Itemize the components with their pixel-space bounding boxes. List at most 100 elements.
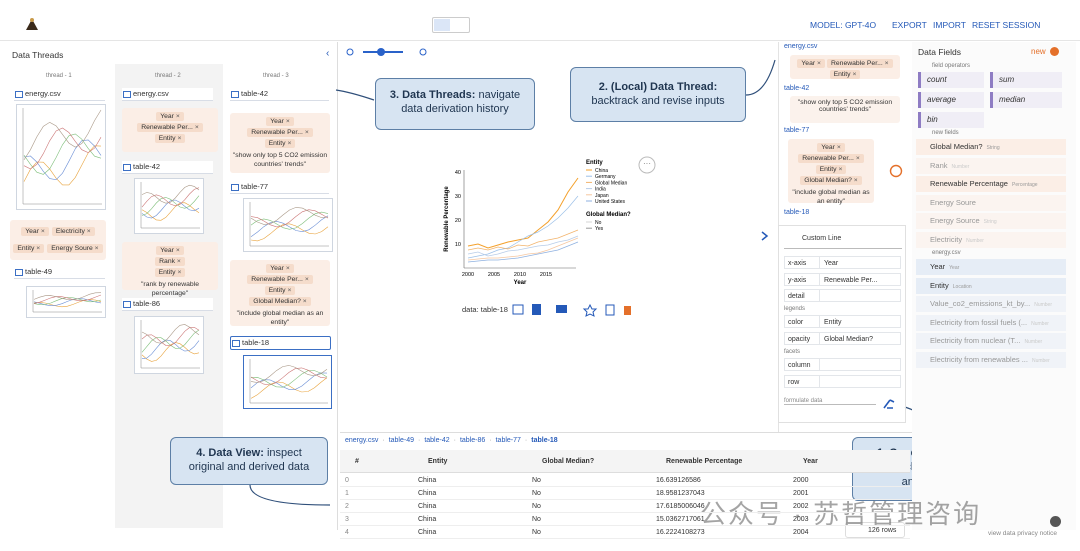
encoding-slot: Renewable Per... <box>819 272 901 286</box>
model-button[interactable]: MODEL: GPT-4O <box>810 20 877 30</box>
data-field[interactable]: Energy Soure <box>916 194 1066 211</box>
table-cell: No <box>532 490 541 497</box>
reset-button[interactable]: RESET SESSION <box>972 20 1041 30</box>
field-chip: Energy Soure <box>47 244 103 253</box>
import-button[interactable]: IMPORT <box>933 20 966 30</box>
collapse-button[interactable]: ‹ <box>326 48 330 59</box>
table-node: table-42 <box>122 161 213 174</box>
field-operator[interactable]: median <box>990 92 1062 108</box>
data-field[interactable]: Renewable Percentage Percentage <box>916 176 1066 192</box>
thumbnail-line <box>250 365 328 383</box>
expand-arrow[interactable] <box>760 230 770 242</box>
thumbnail-chart <box>22 108 102 205</box>
thumbnail-line <box>23 133 102 175</box>
table-cell: 17.6185006046 <box>656 503 705 510</box>
breadcrumb-item[interactable]: table-42 <box>424 437 450 444</box>
legend-entry: Germany <box>595 174 616 180</box>
field-chip: Year <box>797 59 825 68</box>
table-cell: No <box>532 516 541 523</box>
breadcrumb-item[interactable]: table-49 <box>388 437 414 444</box>
breadcrumb-item[interactable]: table-77 <box>495 437 521 444</box>
top-bar <box>0 10 1080 41</box>
data-field[interactable]: Rank Number <box>916 157 1066 174</box>
callout-heading: 4. Data View: <box>196 447 264 459</box>
privacy-link[interactable]: view data privacy notice <box>988 530 1058 537</box>
legend-title: Entity <box>586 160 603 166</box>
field-operator[interactable]: bin <box>918 112 984 128</box>
svg-text:···: ··· <box>643 159 651 168</box>
new-icon[interactable] <box>1050 47 1059 56</box>
callout-text: navigate data derivation history <box>401 89 521 116</box>
toggle-active[interactable] <box>434 19 450 31</box>
prompt-text: "rank by renewable percentage" <box>141 281 199 298</box>
encoding-row[interactable]: x-axis <box>784 256 820 269</box>
table-node: table-77 <box>230 181 329 194</box>
data-field[interactable]: Global Median? String <box>916 139 1066 155</box>
field-type: Number <box>966 237 984 244</box>
legend-entry: Global Median <box>595 180 627 186</box>
info-icon[interactable] <box>1050 516 1061 527</box>
group-label: facets <box>784 349 801 355</box>
encoding-slot: Year <box>819 256 901 269</box>
field-name: Energy Soure <box>930 197 976 207</box>
encoding-slot <box>819 374 901 388</box>
table-cell: 15.0362717061 <box>656 516 705 523</box>
export-button[interactable]: EXPORT <box>892 20 927 30</box>
data-field[interactable]: Electricity from fossil fuels (... Number <box>916 314 1066 331</box>
encoding-row[interactable]: y-axis <box>784 272 820 286</box>
divider <box>784 248 902 249</box>
data-field[interactable]: Year Year <box>916 259 1066 275</box>
chart-actions[interactable] <box>512 303 636 317</box>
callout-heading: 2. (Local) Data Thread: <box>598 81 718 93</box>
field-type: Number <box>1031 357 1050 364</box>
thumbnail-line <box>141 202 200 221</box>
legend-entry: Japan <box>595 193 609 199</box>
thumbnail-line <box>33 297 102 306</box>
field-chip: Renewable Per... <box>798 154 864 163</box>
breadcrumb-item[interactable]: energy.csv <box>345 437 379 444</box>
encoding-row[interactable]: row <box>784 374 820 388</box>
field-name: Year <box>930 262 946 271</box>
rerun-button[interactable] <box>889 164 903 178</box>
prompt-card: "show only top 5 CO2 emission countries'… <box>790 96 900 123</box>
zoom-slider[interactable] <box>345 46 435 60</box>
table-cell: 2003 <box>793 516 809 523</box>
table-node-selected[interactable]: table-18 <box>230 336 331 350</box>
formulate-input[interactable]: formulate data <box>784 398 876 405</box>
thumbnail-chart <box>140 320 200 369</box>
field-operator[interactable]: count <box>918 72 984 88</box>
view-toggle[interactable] <box>432 17 470 33</box>
field-operator[interactable]: sum <box>990 72 1062 88</box>
encoding-row[interactable]: color <box>784 315 820 328</box>
data-field[interactable]: Electricity from renewables ... Number <box>916 351 1066 368</box>
data-field[interactable]: Energy Source String <box>916 213 1066 229</box>
new-button[interactable]: new <box>1031 47 1046 56</box>
breadcrumb-item[interactable]: table-86 <box>459 437 486 444</box>
x-axis-title: Year <box>514 280 527 286</box>
breadcrumb-item[interactable]: table-18 <box>531 437 558 444</box>
thumbnail <box>134 178 204 234</box>
field-type: Location <box>952 283 972 290</box>
data-field[interactable]: Electricity from nuclear (T... Number <box>916 333 1066 349</box>
field-chip: Year <box>156 112 184 121</box>
row-line <box>340 525 910 526</box>
chart-type[interactable]: Custom Line <box>802 235 842 242</box>
threads-panel <box>4 42 338 530</box>
data-field[interactable]: Value_co2_emissions_kt_by... Number <box>916 296 1066 312</box>
encoding-row[interactable]: detail <box>784 289 820 302</box>
field-type: String <box>983 219 997 225</box>
data-field[interactable]: Electricity Number <box>916 231 1066 248</box>
data-field[interactable]: Entity Location <box>916 277 1066 294</box>
field-chip: Entity <box>815 165 847 174</box>
thumbnail-line <box>23 139 102 181</box>
encoding-row[interactable]: column <box>784 358 820 371</box>
legend-entry: India <box>595 187 606 193</box>
more-button[interactable]: ··· <box>638 156 656 174</box>
formulate-button[interactable] <box>882 398 896 410</box>
encoding-row[interactable]: opacity <box>784 331 820 345</box>
field-operator[interactable]: average <box>918 92 984 108</box>
chart-line <box>467 229 579 251</box>
x-tick-label: 2000 <box>462 272 474 278</box>
